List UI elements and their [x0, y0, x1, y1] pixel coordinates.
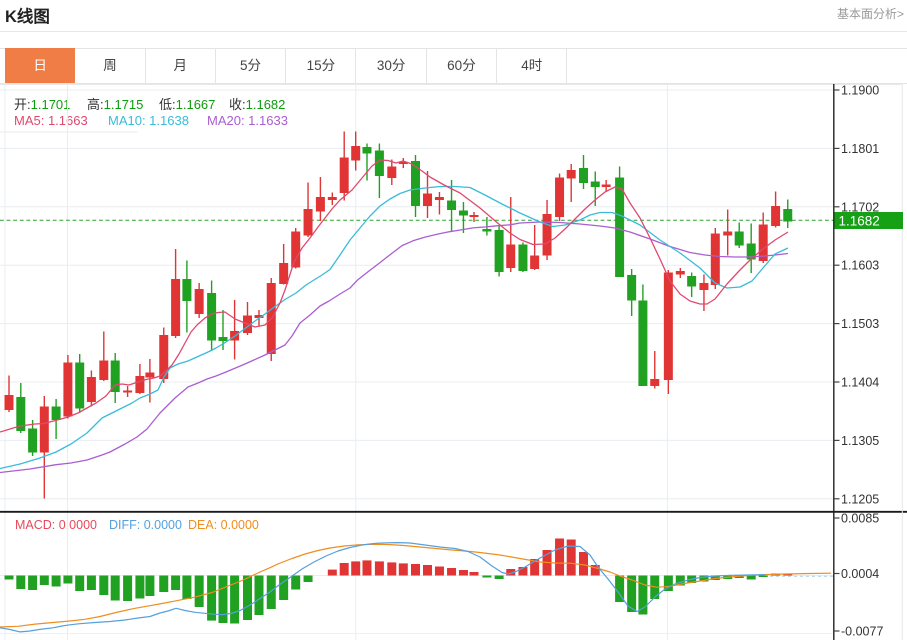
svg-text:1.1305: 1.1305	[841, 434, 879, 448]
svg-text:1.1702: 1.1702	[841, 200, 879, 214]
svg-text:1.1801: 1.1801	[841, 142, 879, 156]
svg-text:-0.0077: -0.0077	[841, 625, 883, 639]
svg-text:1.1603: 1.1603	[841, 259, 879, 273]
svg-text:0.0085: 0.0085	[841, 512, 879, 526]
svg-text:1.1205: 1.1205	[841, 492, 879, 506]
svg-text:1.1900: 1.1900	[841, 84, 879, 98]
svg-text:1.1404: 1.1404	[841, 376, 879, 390]
svg-text:1.1682: 1.1682	[839, 214, 880, 229]
svg-text:0.0004: 0.0004	[841, 567, 879, 581]
svg-text:1.1503: 1.1503	[841, 317, 879, 331]
